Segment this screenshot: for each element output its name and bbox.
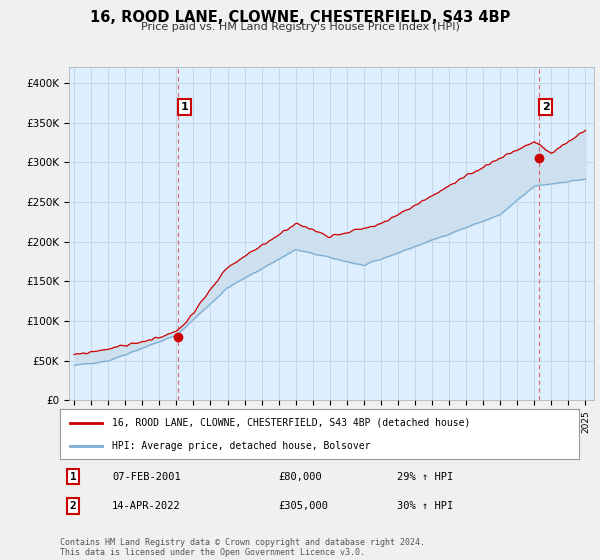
Text: 1: 1 bbox=[70, 472, 76, 482]
Text: 2: 2 bbox=[70, 501, 76, 511]
Text: Contains HM Land Registry data © Crown copyright and database right 2024.
This d: Contains HM Land Registry data © Crown c… bbox=[60, 538, 425, 557]
Text: £305,000: £305,000 bbox=[278, 501, 328, 511]
Text: 30% ↑ HPI: 30% ↑ HPI bbox=[397, 501, 454, 511]
Text: 16, ROOD LANE, CLOWNE, CHESTERFIELD, S43 4BP (detached house): 16, ROOD LANE, CLOWNE, CHESTERFIELD, S43… bbox=[112, 418, 470, 428]
Text: 07-FEB-2001: 07-FEB-2001 bbox=[112, 472, 181, 482]
Text: £80,000: £80,000 bbox=[278, 472, 322, 482]
Text: Price paid vs. HM Land Registry's House Price Index (HPI): Price paid vs. HM Land Registry's House … bbox=[140, 22, 460, 32]
Text: HPI: Average price, detached house, Bolsover: HPI: Average price, detached house, Bols… bbox=[112, 441, 370, 451]
Text: 29% ↑ HPI: 29% ↑ HPI bbox=[397, 472, 454, 482]
Text: 14-APR-2022: 14-APR-2022 bbox=[112, 501, 181, 511]
Text: 1: 1 bbox=[181, 102, 188, 112]
Text: 16, ROOD LANE, CLOWNE, CHESTERFIELD, S43 4BP: 16, ROOD LANE, CLOWNE, CHESTERFIELD, S43… bbox=[90, 10, 510, 25]
Text: 2: 2 bbox=[542, 102, 550, 112]
